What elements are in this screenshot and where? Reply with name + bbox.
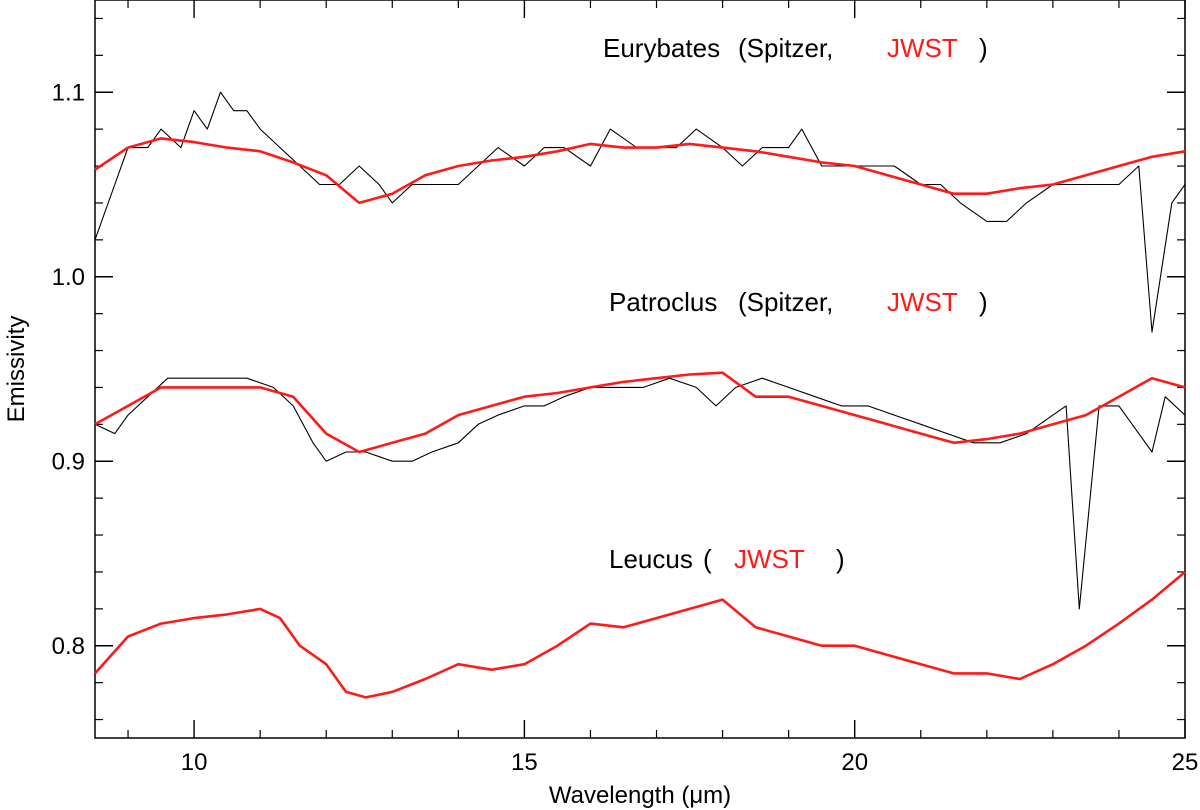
y-tick-label: 0.9 — [52, 448, 85, 475]
annotation-eurybates-name: Eurybates — [603, 33, 720, 63]
series-lines — [94, 91, 1186, 699]
annotation-patroclus: Patroclus (Spitzer, JWST ) — [609, 287, 988, 317]
series-line-patroclus-jwst — [94, 371, 1186, 454]
x-tick-label: 25 — [1172, 749, 1199, 776]
x-axis-label: Wavelength (μm) — [549, 782, 731, 809]
annotation-eurybates: Eurybates (Spitzer, JWST ) — [603, 33, 988, 63]
minor-ticks — [95, 0, 1185, 738]
annotation-leucus: Leucus ( JWST ) — [609, 544, 845, 574]
series-line-eurybates-jwst — [94, 137, 1186, 205]
y-tick-labels: 0.8 0.9 1.0 1.1 — [52, 79, 85, 660]
series-line-leucus-jwst — [94, 571, 1186, 699]
x-tick-label: 15 — [511, 749, 538, 776]
series-line-eurybates-spitzer — [94, 91, 1186, 333]
annotation-eurybates-open: (Spitzer, — [738, 33, 833, 63]
annotation-patroclus-name: Patroclus — [609, 287, 717, 317]
x-tick-label: 10 — [181, 749, 208, 776]
annotation-leucus-close: ) — [836, 544, 845, 574]
major-ticks — [95, 0, 1186, 738]
x-tick-labels: 10 15 20 25 — [181, 749, 1199, 776]
annotation-leucus-jwst: JWST — [734, 544, 805, 574]
annotation-patroclus-close: ) — [979, 287, 988, 317]
annotation-eurybates-close: ) — [979, 33, 988, 63]
y-tick-label: 1.0 — [52, 264, 85, 291]
series-line-patroclus-spitzer — [94, 377, 1186, 610]
annotation-leucus-open: ( — [703, 544, 712, 574]
y-tick-label: 1.1 — [52, 79, 85, 106]
annotation-eurybates-jwst: JWST — [887, 33, 958, 63]
annotation-patroclus-open: (Spitzer, — [738, 287, 833, 317]
y-tick-label: 0.8 — [52, 633, 85, 660]
plot-frame — [94, 0, 1186, 739]
annotation-leucus-name: Leucus — [609, 544, 693, 574]
annotation-patroclus-jwst: JWST — [887, 287, 958, 317]
y-axis-label: Emissivity — [3, 316, 30, 423]
x-tick-label: 20 — [841, 749, 868, 776]
